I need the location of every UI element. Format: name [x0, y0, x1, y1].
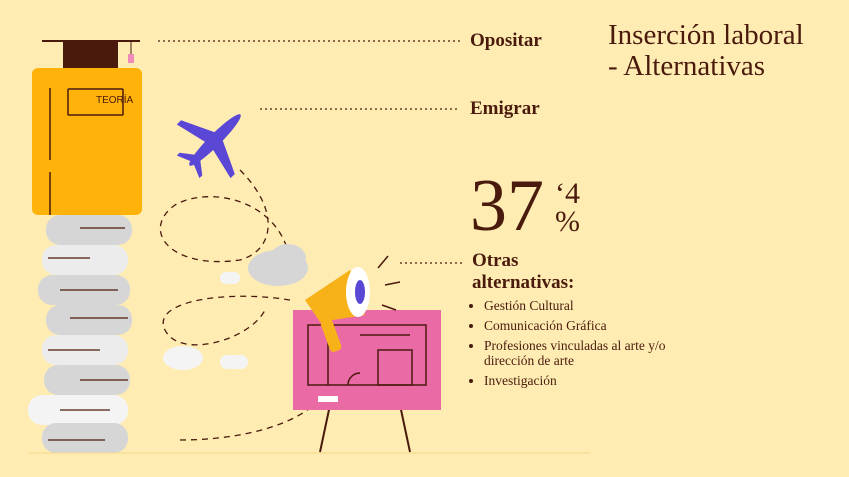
- list-item: Comunicación Gráfica: [484, 318, 674, 333]
- cloud-icon: [163, 244, 308, 370]
- list-item: Investigación: [484, 373, 674, 388]
- otras-line-1: Otras: [472, 250, 519, 271]
- page-title: Inserción laboral - Alternativas: [608, 20, 804, 82]
- alternatives-list: Gestión Cultural Comunicación Gráfica Pr…: [470, 298, 674, 393]
- list-item: Profesiones vinculadas al arte y/o direc…: [484, 338, 674, 368]
- otras-heading: Otras alternativas:: [472, 250, 574, 294]
- label-opositar: Opositar: [470, 30, 542, 51]
- paper-stack-icon: [28, 215, 132, 453]
- label-emigrar: Emigrar: [470, 98, 540, 119]
- stat-unit: %: [555, 205, 580, 238]
- book-icon: [32, 68, 142, 215]
- otras-line-2: alternativas:: [472, 272, 575, 293]
- title-line-2: - Alternativas: [608, 50, 766, 82]
- megaphone-icon: [305, 255, 401, 352]
- title-line-1: Inserción laboral: [608, 19, 804, 51]
- list-item: Gestión Cultural: [484, 298, 674, 313]
- stat-value: 37: [470, 165, 544, 247]
- book-label: TEORÍA: [96, 95, 134, 106]
- stat-decimal: ‘4: [555, 177, 580, 210]
- graduation-cap-icon: [42, 40, 140, 68]
- presentation-board-icon: [293, 310, 441, 453]
- stat-suffix: ‘4 %: [555, 177, 580, 238]
- airplane-icon: [176, 114, 241, 179]
